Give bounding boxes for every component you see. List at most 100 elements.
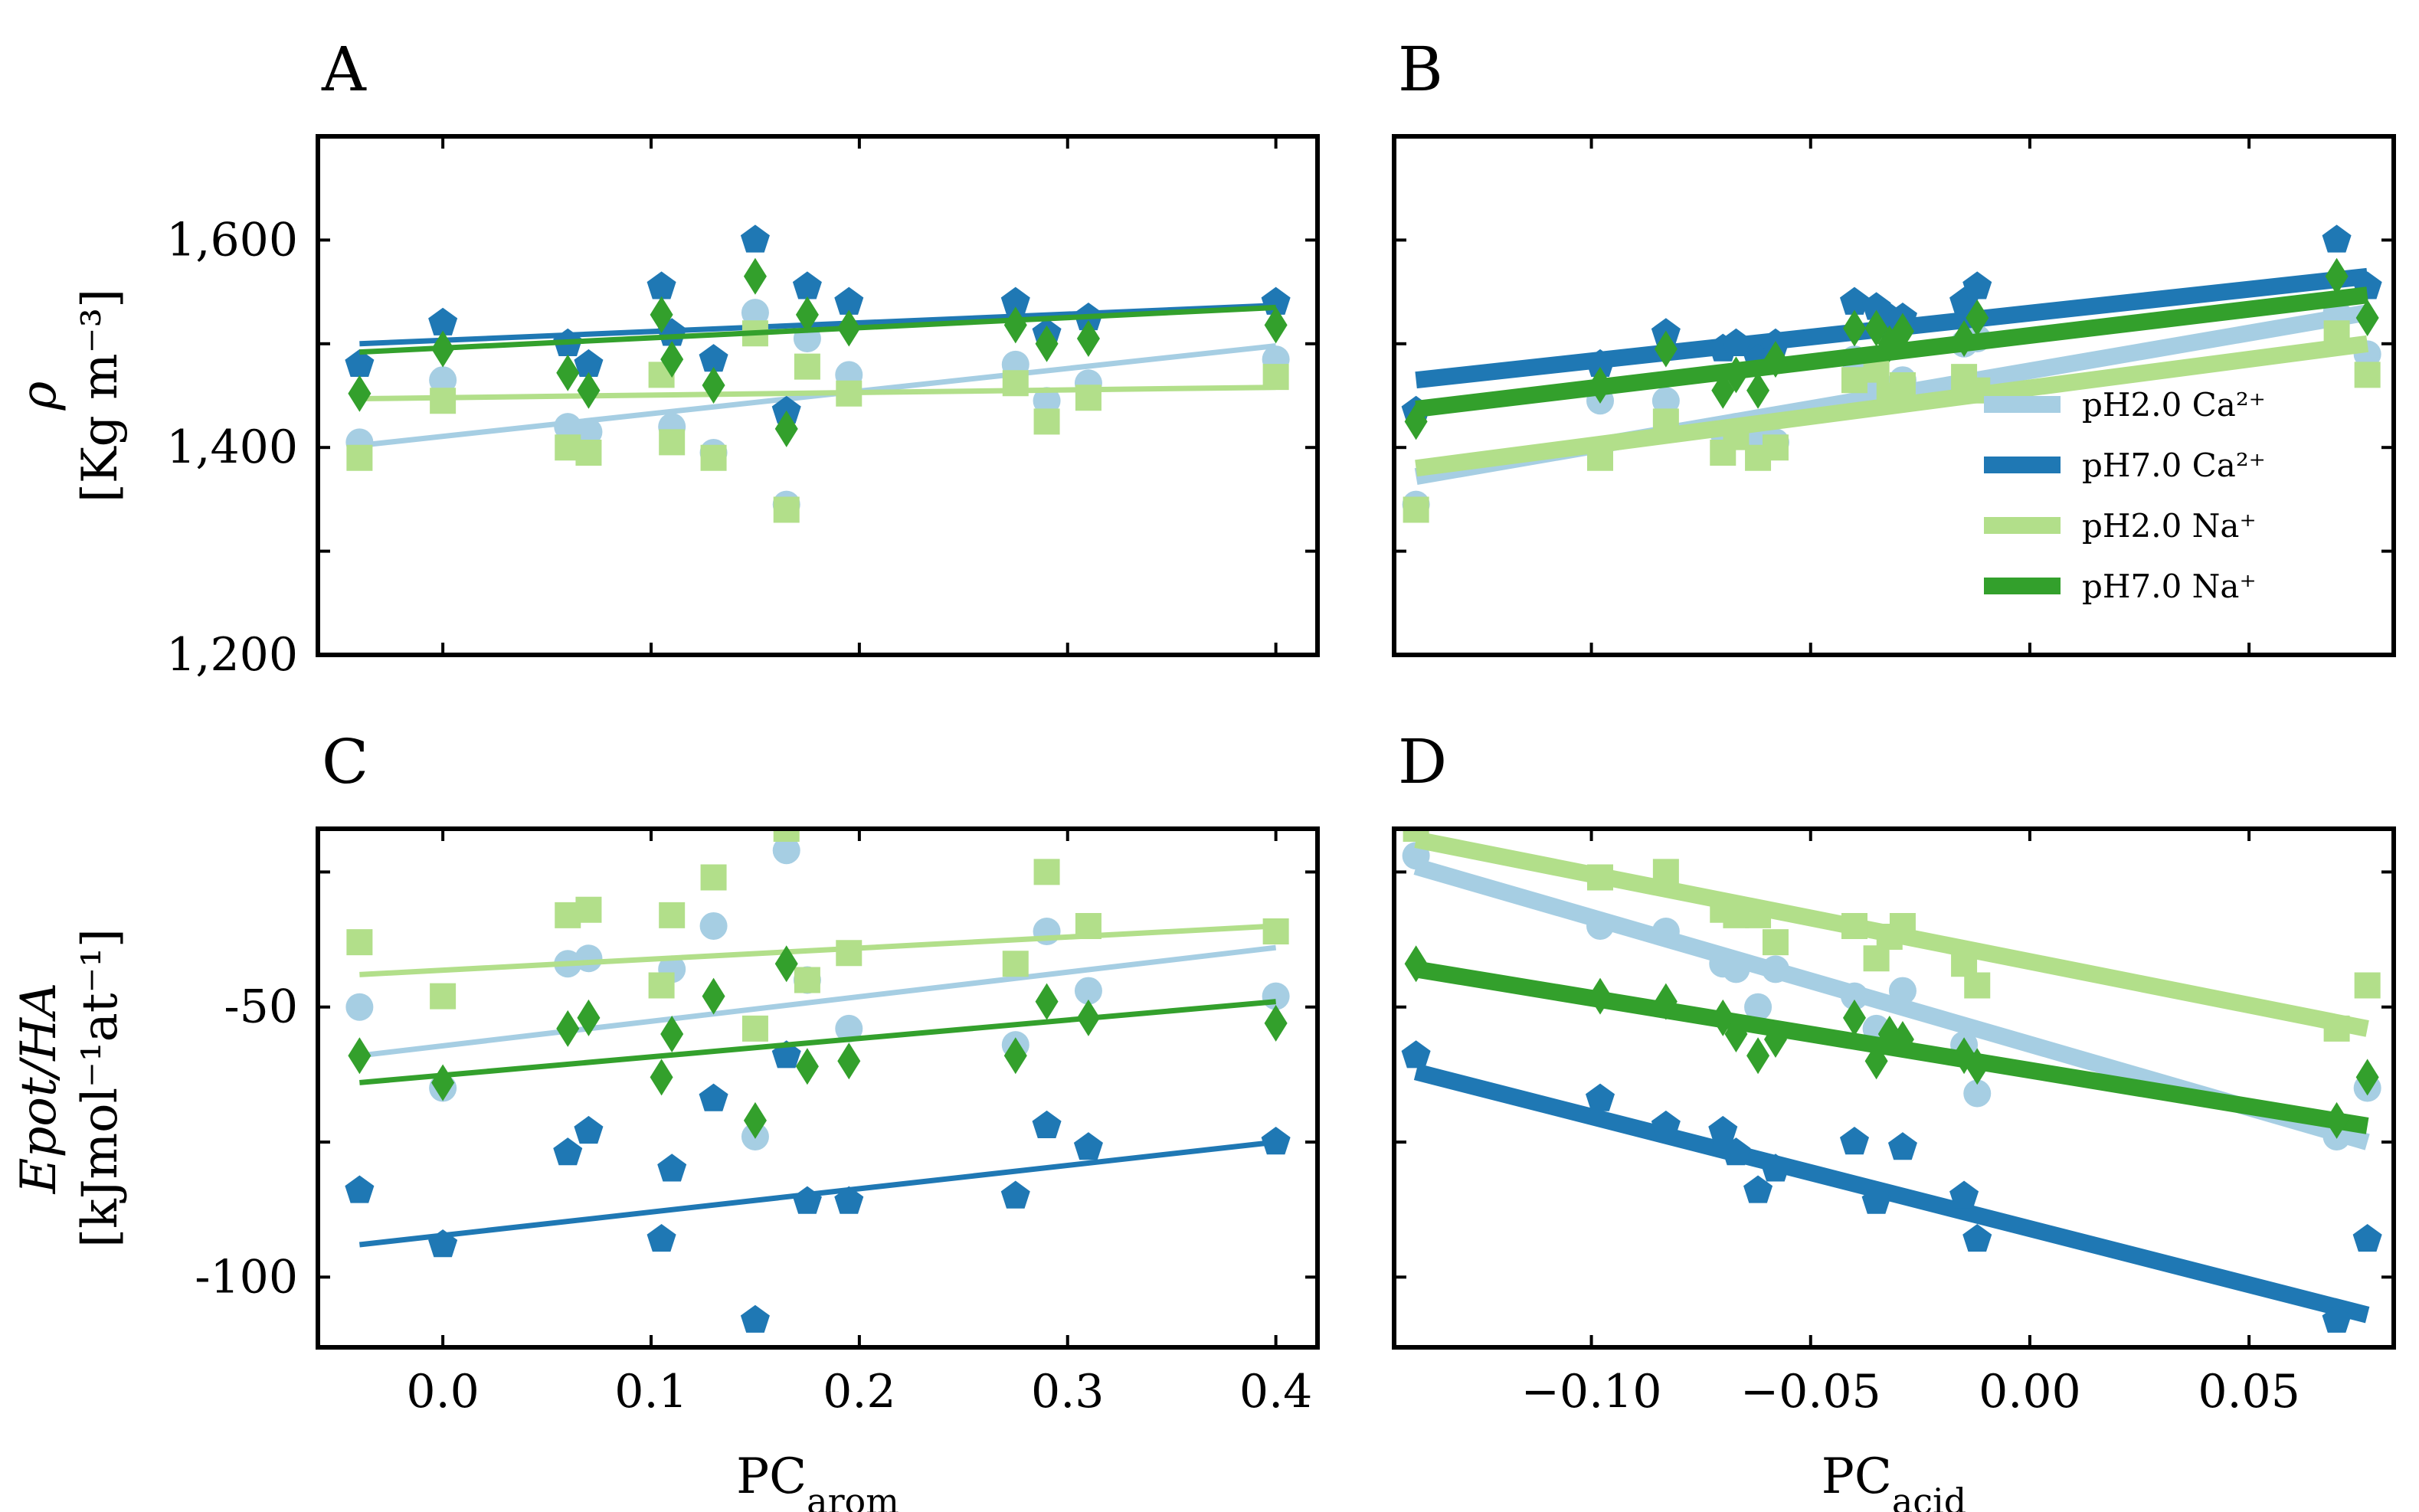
panel-label-d: D [1398,726,1447,797]
point-ph2_na [430,983,457,1010]
point-ph7_na [1953,320,1976,358]
point-ph7_na [1864,1042,1888,1080]
x-axis-label: PCacid [1822,1448,1966,1512]
point-ph7_ca [1261,1127,1291,1155]
point-ph7_na [348,375,372,412]
point-ph7_na [660,1015,684,1052]
point-ph7_ca [1962,1223,1992,1252]
point-ph2_na [1403,829,1429,842]
point-ph7_ca [740,1304,770,1333]
point-ph2_na [1587,444,1614,471]
point-ph7_ca [1760,1154,1790,1182]
point-ph2_na [836,940,863,967]
point-ph7_na [431,1064,455,1101]
point-ph7_na [1589,366,1612,404]
fit-line-ph7_na [359,999,1276,1085]
point-ph2_na [2354,362,2381,388]
point-ph7_ca [1032,1110,1062,1139]
point-ph7_na [1264,306,1288,344]
x-axis-label: PCarom [736,1448,899,1512]
point-ph7_ca [1743,1175,1773,1203]
point-ph7_ca [646,271,676,299]
panel-c: C 0.0 0.1 0.2 0.3 0.4 -100 -50 Epot/HA [kJmol⁻¹at… [11,726,1320,1512]
point-ph2_na [1403,496,1429,523]
fit-line-ph2_na [359,385,1276,402]
point-ph2_ca [1840,982,1868,1010]
point-ph2_na [1745,902,1772,928]
plot-area [345,829,1291,1333]
point-ph2_na [1863,945,1890,972]
panel-label-b: B [1398,34,1443,105]
point-ph7_na [650,1059,673,1096]
point-ph7_ca [574,349,604,378]
point-ph7_na [1890,313,1914,350]
point-ph7_ca [1839,286,1870,315]
series-ph7_na [1404,257,2379,440]
point-ph7_ca [1721,1137,1751,1166]
point-ph7_na [1003,1037,1027,1075]
point-ph2_na [836,380,863,407]
point-ph2_ca [574,944,603,973]
point-ph2_ca [574,417,603,446]
point-ph2_ca [1744,993,1773,1021]
point-ph2_na [1652,408,1679,435]
point-ph7_na [660,341,684,378]
point-ph7_ca [834,286,864,315]
y-tick-label: 1,600 [166,213,298,267]
point-ph7_na [650,296,673,333]
point-ph7_na [1404,403,1428,440]
point-ph7_ca [428,307,458,335]
point-ph2_na [1964,377,1991,404]
point-ph7_na [795,1048,819,1085]
point-ph2_na [1841,367,1867,394]
point-ph2_ca [1722,955,1750,983]
point-ph7_na [1076,999,1100,1036]
panel-d: D −0.10 −0.05 0.00 0.05 PCacid [1392,726,2396,1512]
point-ph7_na [1890,1021,1914,1059]
point-ph2_na [1762,434,1789,461]
point-ph7_na [743,1101,767,1139]
point-ph7_ca [1721,328,1751,356]
point-ph7_ca [1585,349,1615,378]
point-ph2_na [2354,972,2381,999]
point-ph7_ca [553,1137,583,1166]
x-tick-label: 0.3 [1031,1365,1104,1419]
point-ph7_ca [1861,1186,1891,1214]
point-ph7_ca [1000,1180,1030,1209]
point-ph2_na [794,353,820,380]
point-ph7_na [1746,371,1770,409]
point-ph7_na [1724,1015,1748,1052]
legend: pH2.0 Ca²⁺ pH7.0 Ca²⁺ pH2.0 Na⁺ pH7.0 Na… [1984,386,2266,605]
series-ph7_ca [1401,1040,2382,1333]
point-ph2_ca [1888,977,1917,1005]
point-ph7_ca [1585,1083,1615,1111]
series-ph2_ca [1402,842,2381,1150]
x-axis-label-subscript: arom [807,1481,899,1512]
y-axis-label: ρ [11,381,67,411]
point-ph7_na [1763,1021,1787,1059]
point-ph2_na [1951,951,1978,977]
point-ph7_ca [1839,1127,1870,1155]
point-ph2_ca [741,299,769,327]
point-ph2_na [2323,320,2350,347]
point-ph2_na [346,444,373,471]
axes-frame [316,134,1320,657]
point-ph7_na [2355,1059,2379,1096]
axes-frame [1392,826,2396,1350]
point-ph7_na [1404,945,1428,983]
x-tick-label: 0.4 [1239,1365,1312,1419]
point-ph7_ca [2322,1304,2352,1333]
y-tick-label: 1,200 [166,628,298,682]
point-ph2_na [773,496,800,523]
point-ph2_ca [1761,955,1789,983]
point-ph2_na [1262,918,1289,944]
point-ph7_na [2325,1101,2349,1139]
point-ph2_ca [1651,387,1680,415]
point-ph7_na [702,977,725,1015]
point-ph7_na [348,1037,372,1075]
point-ph7_ca [646,1223,676,1252]
point-ph7_na [1654,983,1678,1020]
point-ph2_na [575,439,602,466]
point-ph2_ca [772,836,800,865]
point-ph7_na [1711,999,1735,1036]
